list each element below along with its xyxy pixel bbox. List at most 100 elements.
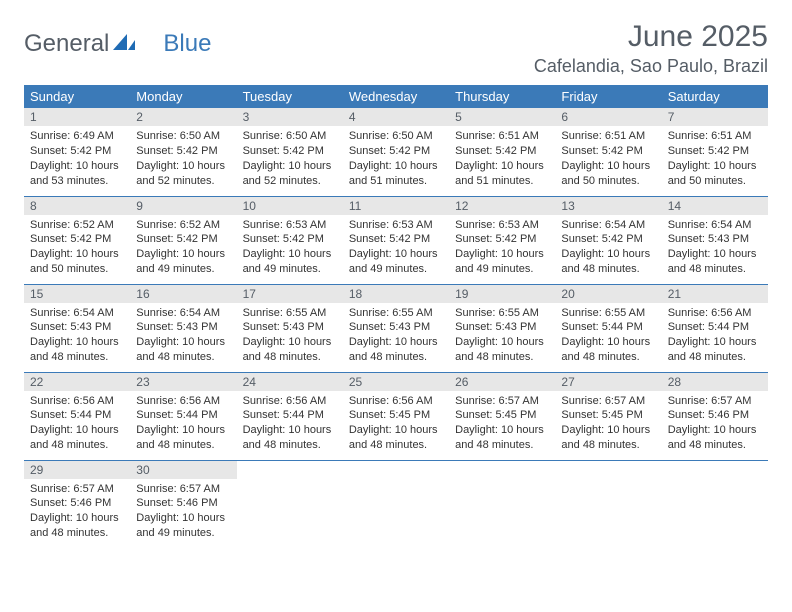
weekday-header-row: SundayMondayTuesdayWednesdayThursdayFrid… <box>24 85 768 108</box>
day-details: Sunrise: 6:51 AMSunset: 5:42 PMDaylight:… <box>449 126 555 194</box>
day-number: 14 <box>662 197 768 215</box>
day-details: Sunrise: 6:52 AMSunset: 5:42 PMDaylight:… <box>24 215 130 283</box>
day-number: 20 <box>555 285 661 303</box>
logo-word-blue: Blue <box>163 30 211 58</box>
calendar-table: SundayMondayTuesdayWednesdayThursdayFrid… <box>24 85 768 548</box>
calendar-cell: 29Sunrise: 6:57 AMSunset: 5:46 PMDayligh… <box>24 460 130 548</box>
day-number: 9 <box>130 197 236 215</box>
day-number: 16 <box>130 285 236 303</box>
calendar-cell: 3Sunrise: 6:50 AMSunset: 5:42 PMDaylight… <box>237 108 343 196</box>
weekday-header: Wednesday <box>343 85 449 108</box>
calendar-cell: 11Sunrise: 6:53 AMSunset: 5:42 PMDayligh… <box>343 196 449 284</box>
day-details: Sunrise: 6:54 AMSunset: 5:43 PMDaylight:… <box>662 215 768 283</box>
title-block: June 2025 Cafelandia, Sao Paulo, Brazil <box>534 20 768 77</box>
day-number: 23 <box>130 373 236 391</box>
calendar-cell: 2Sunrise: 6:50 AMSunset: 5:42 PMDaylight… <box>130 108 236 196</box>
header: General Blue June 2025 Cafelandia, Sao P… <box>24 20 768 77</box>
calendar-cell: 20Sunrise: 6:55 AMSunset: 5:44 PMDayligh… <box>555 284 661 372</box>
calendar-cell: 9Sunrise: 6:52 AMSunset: 5:42 PMDaylight… <box>130 196 236 284</box>
day-details: Sunrise: 6:50 AMSunset: 5:42 PMDaylight:… <box>237 126 343 194</box>
day-number: 24 <box>237 373 343 391</box>
calendar-row: 15Sunrise: 6:54 AMSunset: 5:43 PMDayligh… <box>24 284 768 372</box>
calendar-cell: 6Sunrise: 6:51 AMSunset: 5:42 PMDaylight… <box>555 108 661 196</box>
day-number: 2 <box>130 108 236 126</box>
day-details: Sunrise: 6:49 AMSunset: 5:42 PMDaylight:… <box>24 126 130 194</box>
calendar-cell: 23Sunrise: 6:56 AMSunset: 5:44 PMDayligh… <box>130 372 236 460</box>
weekday-header: Thursday <box>449 85 555 108</box>
day-number: 12 <box>449 197 555 215</box>
day-number: 7 <box>662 108 768 126</box>
day-details: Sunrise: 6:56 AMSunset: 5:44 PMDaylight:… <box>662 303 768 371</box>
day-details: Sunrise: 6:57 AMSunset: 5:45 PMDaylight:… <box>449 391 555 459</box>
day-number: 1 <box>24 108 130 126</box>
day-details: Sunrise: 6:55 AMSunset: 5:43 PMDaylight:… <box>343 303 449 371</box>
day-details: Sunrise: 6:56 AMSunset: 5:44 PMDaylight:… <box>237 391 343 459</box>
day-details: Sunrise: 6:51 AMSunset: 5:42 PMDaylight:… <box>662 126 768 194</box>
day-number: 18 <box>343 285 449 303</box>
weekday-header: Tuesday <box>237 85 343 108</box>
calendar-cell: 16Sunrise: 6:54 AMSunset: 5:43 PMDayligh… <box>130 284 236 372</box>
calendar-cell: 17Sunrise: 6:55 AMSunset: 5:43 PMDayligh… <box>237 284 343 372</box>
calendar-row: 8Sunrise: 6:52 AMSunset: 5:42 PMDaylight… <box>24 196 768 284</box>
calendar-cell: 8Sunrise: 6:52 AMSunset: 5:42 PMDaylight… <box>24 196 130 284</box>
day-details: Sunrise: 6:57 AMSunset: 5:45 PMDaylight:… <box>555 391 661 459</box>
day-details: Sunrise: 6:57 AMSunset: 5:46 PMDaylight:… <box>662 391 768 459</box>
calendar-cell: 27Sunrise: 6:57 AMSunset: 5:45 PMDayligh… <box>555 372 661 460</box>
day-number: 19 <box>449 285 555 303</box>
day-details: Sunrise: 6:54 AMSunset: 5:43 PMDaylight:… <box>24 303 130 371</box>
day-number: 21 <box>662 285 768 303</box>
day-details: Sunrise: 6:53 AMSunset: 5:42 PMDaylight:… <box>343 215 449 283</box>
calendar-cell: 7Sunrise: 6:51 AMSunset: 5:42 PMDaylight… <box>662 108 768 196</box>
logo-sail-icon <box>113 32 135 57</box>
calendar-cell: 14Sunrise: 6:54 AMSunset: 5:43 PMDayligh… <box>662 196 768 284</box>
day-details: Sunrise: 6:56 AMSunset: 5:45 PMDaylight:… <box>343 391 449 459</box>
weekday-header: Friday <box>555 85 661 108</box>
day-number: 30 <box>130 461 236 479</box>
weekday-header: Saturday <box>662 85 768 108</box>
calendar-cell: 30Sunrise: 6:57 AMSunset: 5:46 PMDayligh… <box>130 460 236 548</box>
calendar-cell: 19Sunrise: 6:55 AMSunset: 5:43 PMDayligh… <box>449 284 555 372</box>
logo: General Blue <box>24 30 211 58</box>
day-number: 28 <box>662 373 768 391</box>
calendar-body: 1Sunrise: 6:49 AMSunset: 5:42 PMDaylight… <box>24 108 768 548</box>
calendar-cell: 15Sunrise: 6:54 AMSunset: 5:43 PMDayligh… <box>24 284 130 372</box>
calendar-row: 22Sunrise: 6:56 AMSunset: 5:44 PMDayligh… <box>24 372 768 460</box>
day-details: Sunrise: 6:57 AMSunset: 5:46 PMDaylight:… <box>24 479 130 547</box>
calendar-cell: 13Sunrise: 6:54 AMSunset: 5:42 PMDayligh… <box>555 196 661 284</box>
day-details: Sunrise: 6:51 AMSunset: 5:42 PMDaylight:… <box>555 126 661 194</box>
day-number: 15 <box>24 285 130 303</box>
calendar-cell <box>237 460 343 548</box>
day-number: 4 <box>343 108 449 126</box>
day-details: Sunrise: 6:56 AMSunset: 5:44 PMDaylight:… <box>130 391 236 459</box>
calendar-cell: 24Sunrise: 6:56 AMSunset: 5:44 PMDayligh… <box>237 372 343 460</box>
calendar-cell <box>662 460 768 548</box>
day-number: 3 <box>237 108 343 126</box>
month-title: June 2025 <box>534 20 768 54</box>
calendar-cell: 4Sunrise: 6:50 AMSunset: 5:42 PMDaylight… <box>343 108 449 196</box>
calendar-row: 29Sunrise: 6:57 AMSunset: 5:46 PMDayligh… <box>24 460 768 548</box>
calendar-cell <box>343 460 449 548</box>
day-details: Sunrise: 6:53 AMSunset: 5:42 PMDaylight:… <box>237 215 343 283</box>
day-number: 6 <box>555 108 661 126</box>
calendar-cell: 18Sunrise: 6:55 AMSunset: 5:43 PMDayligh… <box>343 284 449 372</box>
calendar-cell: 25Sunrise: 6:56 AMSunset: 5:45 PMDayligh… <box>343 372 449 460</box>
day-number: 13 <box>555 197 661 215</box>
day-details: Sunrise: 6:56 AMSunset: 5:44 PMDaylight:… <box>24 391 130 459</box>
day-details: Sunrise: 6:54 AMSunset: 5:43 PMDaylight:… <box>130 303 236 371</box>
calendar-cell: 1Sunrise: 6:49 AMSunset: 5:42 PMDaylight… <box>24 108 130 196</box>
day-number: 27 <box>555 373 661 391</box>
calendar-cell <box>555 460 661 548</box>
weekday-header: Monday <box>130 85 236 108</box>
calendar-cell: 28Sunrise: 6:57 AMSunset: 5:46 PMDayligh… <box>662 372 768 460</box>
calendar-cell: 21Sunrise: 6:56 AMSunset: 5:44 PMDayligh… <box>662 284 768 372</box>
day-details: Sunrise: 6:55 AMSunset: 5:43 PMDaylight:… <box>449 303 555 371</box>
calendar-cell: 10Sunrise: 6:53 AMSunset: 5:42 PMDayligh… <box>237 196 343 284</box>
day-number: 29 <box>24 461 130 479</box>
logo-word-general: General <box>24 30 109 58</box>
day-number: 8 <box>24 197 130 215</box>
calendar-cell <box>449 460 555 548</box>
day-number: 26 <box>449 373 555 391</box>
day-number: 25 <box>343 373 449 391</box>
calendar-cell: 26Sunrise: 6:57 AMSunset: 5:45 PMDayligh… <box>449 372 555 460</box>
calendar-cell: 22Sunrise: 6:56 AMSunset: 5:44 PMDayligh… <box>24 372 130 460</box>
